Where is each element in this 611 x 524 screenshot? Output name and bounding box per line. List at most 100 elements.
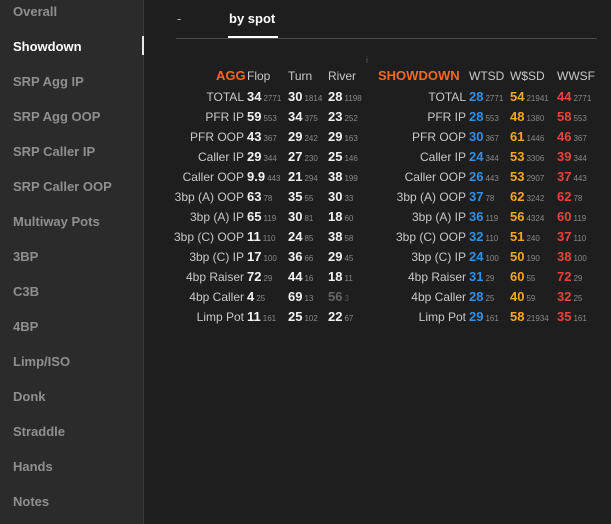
stat-value: 56 (510, 209, 525, 224)
stat-cell: 35 55 (288, 187, 313, 207)
row-label: 3bp (C) IP (189, 250, 244, 264)
sidebar-item-donk[interactable]: Donk (13, 389, 46, 404)
stat-sample-size: 2907 (526, 174, 545, 183)
stat-cell: 44 16 (288, 267, 313, 287)
stat-cell: 54 21941 (510, 87, 549, 107)
stat-sample-size: 1198 (344, 94, 362, 103)
tab-dash[interactable]: - (177, 11, 182, 26)
stat-sample-size: 2771 (263, 94, 282, 103)
stat-value: 37 (557, 229, 572, 244)
sidebar-item-3bp[interactable]: 3BP (13, 249, 39, 264)
stat-value: 21 (288, 169, 303, 184)
tab-bar: - by spot (176, 0, 597, 39)
sidebar-item-srp-agg-ip[interactable]: SRP Agg IP (13, 74, 84, 89)
stat-sample-size: 78 (485, 194, 495, 203)
stat-cell: 29 344 (247, 147, 277, 167)
sidebar-item-srp-agg-oop[interactable]: SRP Agg OOP (13, 109, 101, 124)
stat-cell: 18 11 (328, 267, 353, 287)
stat-sample-size: 81 (304, 214, 314, 223)
stat-sample-size: 60 (344, 214, 354, 223)
sidebar-item-notes[interactable]: Notes (13, 494, 50, 509)
stat-cell: 30 1814 (288, 87, 322, 107)
stat-value: 29 (328, 249, 343, 264)
stat-cell: 61 1446 (510, 127, 544, 147)
stat-value: 54 (510, 89, 525, 104)
stat-cell: 29 161 (469, 307, 499, 327)
row-label: Caller IP (197, 150, 244, 164)
stat-value: 28 (469, 89, 484, 104)
stat-value: 11 (247, 229, 261, 244)
row-label: 3bp (C) OOP (395, 230, 466, 244)
sidebar-item-srp-caller-oop[interactable]: SRP Caller OOP (13, 179, 112, 194)
stat-value: 60 (557, 209, 572, 224)
stat-cell: 35 161 (557, 307, 587, 327)
stat-sample-size: 25 (573, 294, 583, 303)
stat-sample-size: 2771 (573, 94, 592, 103)
stat-sample-size: 100 (573, 254, 587, 263)
sidebar-item-multiway-pots[interactable]: Multiway Pots (13, 214, 100, 229)
stat-sample-size: 110 (573, 234, 587, 243)
stat-value: 36 (288, 249, 303, 264)
stat-cell: 37 443 (557, 167, 587, 187)
stat-value: 38 (328, 229, 343, 244)
stat-value: 25 (328, 149, 343, 164)
stat-value: 51 (510, 229, 525, 244)
stat-cell: 32 25 (557, 287, 582, 307)
stat-value: 32 (469, 229, 484, 244)
stat-value: 29 (288, 129, 303, 144)
stat-value: 24 (469, 149, 484, 164)
stat-cell: 22 67 (328, 307, 353, 327)
stat-cell: 38 199 (328, 167, 358, 187)
active-nav-marker (142, 36, 144, 55)
sidebar-item-srp-caller-ip[interactable]: SRP Caller IP (13, 144, 96, 159)
stat-cell: 26 443 (469, 167, 499, 187)
sidebar-item-overall[interactable]: Overall (13, 4, 58, 19)
stat-sample-size: 102 (304, 314, 318, 323)
stat-cell: 4 25 (247, 287, 265, 307)
row-label: PFR OOP (411, 130, 466, 144)
row-label: 4bp Raiser (185, 270, 244, 284)
tab-by-spot[interactable]: by spot (229, 11, 276, 26)
row-label: Limp Pot (418, 310, 466, 324)
stat-cell: 39 344 (557, 147, 587, 167)
stat-sample-size: 242 (304, 134, 318, 143)
sidebar-item-c3b[interactable]: C3B (13, 284, 40, 299)
stat-cell: 28 553 (469, 107, 499, 127)
stat-cell: 29 242 (288, 127, 318, 147)
stat-sample-size: 1814 (304, 94, 323, 103)
stat-cell: 28 25 (469, 287, 494, 307)
row-label: TOTAL (428, 90, 466, 104)
sidebar-item-4bp[interactable]: 4BP (13, 319, 39, 334)
stat-value: 60 (510, 269, 525, 284)
stat-cell: 56 3 (328, 287, 349, 307)
stat-sample-size: 78 (263, 194, 273, 203)
stat-sample-size: 100 (263, 254, 277, 263)
stat-cell: 25 146 (328, 147, 358, 167)
stat-value: 31 (469, 269, 484, 284)
stat-cell: 36 66 (288, 247, 313, 267)
stat-sample-size: 161 (262, 314, 277, 323)
stat-value: 32 (557, 289, 572, 304)
column-header-w-sd: W$SD (510, 69, 545, 83)
sidebar-item-straddle[interactable]: Straddle (13, 424, 66, 439)
stat-sample-size: 119 (263, 214, 277, 223)
stat-sample-size: 161 (573, 314, 587, 323)
stat-cell: 38 100 (557, 247, 587, 267)
sidebar-item-hands[interactable]: Hands (13, 459, 53, 474)
stat-value: 30 (328, 189, 343, 204)
sidebar-item-showdown[interactable]: Showdown (13, 39, 82, 54)
stat-sample-size: 344 (485, 154, 499, 163)
stat-cell: 34 375 (288, 107, 318, 127)
stat-sample-size: 58 (344, 234, 354, 243)
stat-sample-size: 443 (573, 174, 587, 183)
stat-cell: 58 553 (557, 107, 587, 127)
stat-sample-size: 33 (344, 194, 354, 203)
stat-value: 29 (469, 309, 484, 324)
stat-value: 28 (469, 289, 484, 304)
sidebar-item-limp-iso[interactable]: Limp/ISO (13, 354, 71, 369)
stat-value: 18 (328, 209, 343, 224)
sidebar: Overall Showdown SRP Agg IP SRP Agg OOP SRP … (0, 0, 144, 524)
stat-value: 34 (288, 109, 303, 124)
stat-cell: 25 102 (288, 307, 318, 327)
stat-cell: 24 344 (469, 147, 499, 167)
